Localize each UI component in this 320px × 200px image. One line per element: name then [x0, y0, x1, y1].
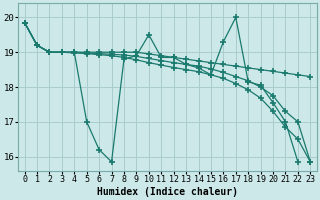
X-axis label: Humidex (Indice chaleur): Humidex (Indice chaleur)	[97, 186, 238, 197]
